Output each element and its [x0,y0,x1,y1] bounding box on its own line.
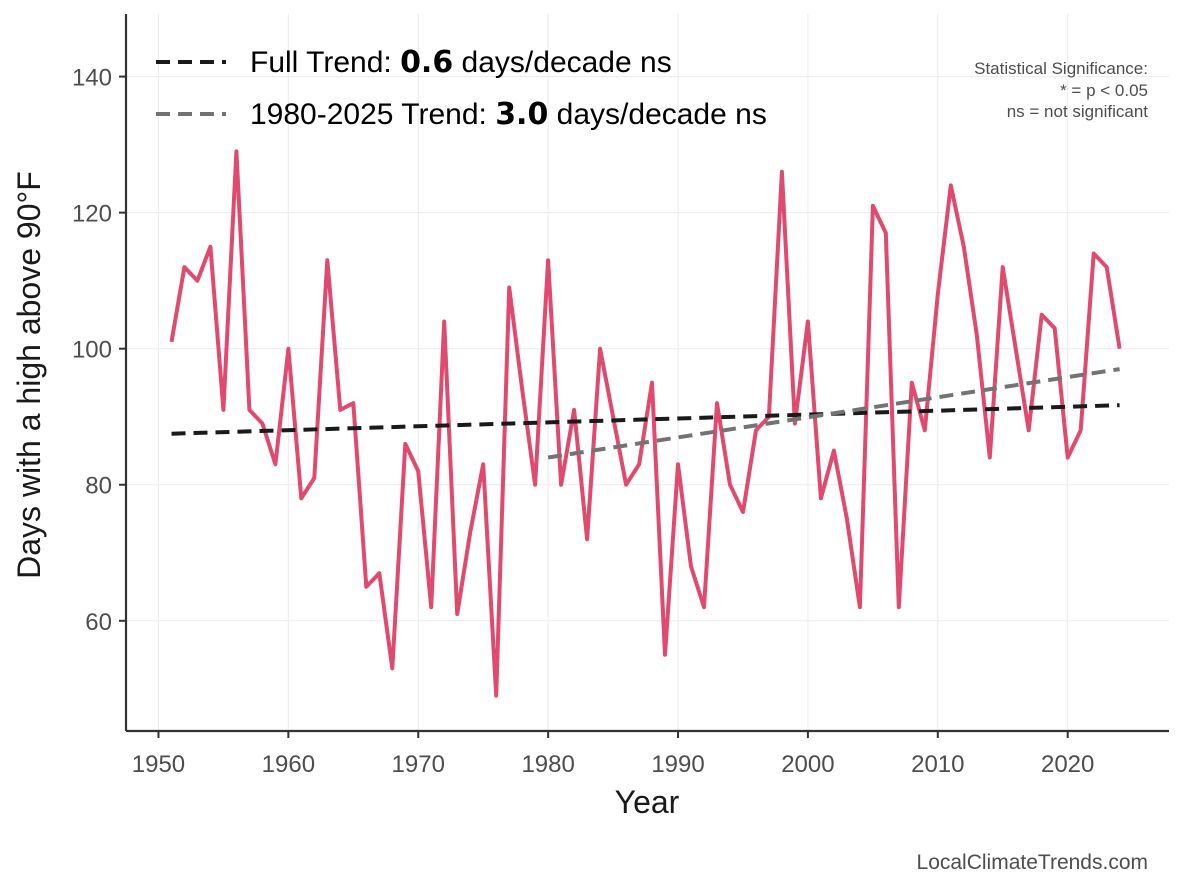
significance-note-line: ns = not significant [1007,102,1149,121]
significance-note-title: Statistical Significance: [974,59,1148,78]
legend-prefix: 1980-2025 Trend: [250,98,495,131]
plot-series [169,149,1122,698]
x-tick-label: 1980 [521,751,574,778]
x-ticks: 1950 1960 1970 1980 1990 2000 2010 2020 [132,731,1094,778]
x-tick-label: 1950 [132,751,185,778]
legend-value: 3.0 [495,97,548,132]
x-tick-label: 1970 [392,751,445,778]
axes [124,14,1169,733]
trend-line [547,367,1120,460]
y-tick-label: 100 [72,337,112,364]
x-tick-label: 2020 [1041,751,1094,778]
trend-line [171,403,1120,436]
x-tick-label: 2010 [911,751,964,778]
legend-value: 0.6 [400,45,453,80]
significance-note-line: * = p < 0.05 [1060,81,1148,100]
legend-entry-1980-2025-trend: 1980-2025 Trend: 3.0 days/decade ns [156,97,767,132]
significance-note: Statistical Significance: * = p < 0.05 n… [974,59,1148,121]
credit-text: LocalClimateTrends.com [917,851,1148,874]
legend-label-1980-2025-trend: 1980-2025 Trend: 3.0 days/decade ns [250,97,767,132]
y-tick-label: 140 [72,65,112,92]
legend: Full Trend: 0.6 days/decade ns 1980-2025… [156,45,767,132]
legend-suffix: days/decade ns [548,98,766,131]
legend-entry-full-trend: Full Trend: 0.6 days/decade ns [156,45,672,80]
x-axis-title: Year [615,784,680,820]
x-tick-label: 2000 [781,751,834,778]
y-tick-label: 120 [72,201,112,228]
legend-suffix: days/decade ns [453,46,671,79]
y-ticks: 60 80 100 120 140 [72,65,126,636]
observed-series-line [169,149,1122,698]
x-tick-label: 1960 [262,751,315,778]
legend-label-full-trend: Full Trend: 0.6 days/decade ns [250,45,672,80]
y-tick-label: 60 [85,609,112,636]
legend-prefix: Full Trend: [250,46,400,79]
grid-lines [126,14,1169,731]
y-axis-title: Days with a high above 90°F [11,171,47,579]
y-tick-label: 80 [85,473,112,500]
x-tick-label: 1990 [651,751,704,778]
